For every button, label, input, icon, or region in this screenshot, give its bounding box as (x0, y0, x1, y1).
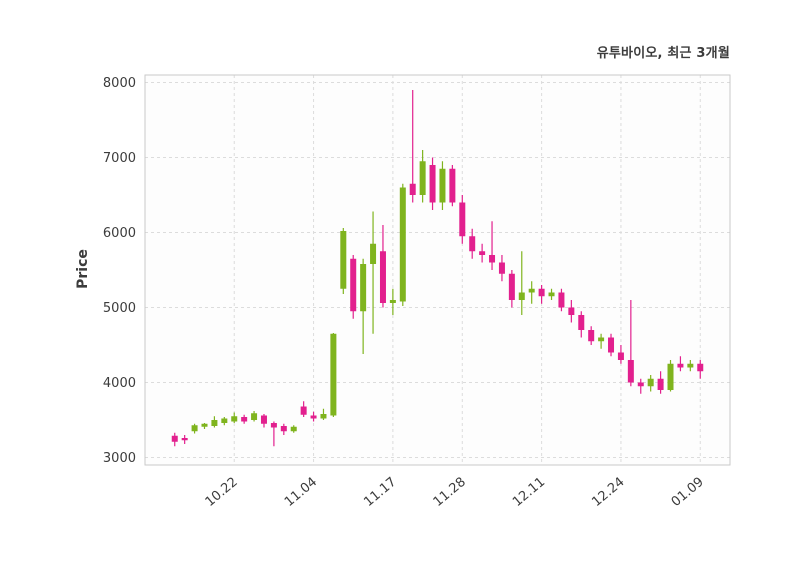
candle-body (399, 187, 406, 302)
candle-body (548, 292, 555, 297)
candle-body (260, 415, 267, 424)
x-tick-label: 12.11 (510, 475, 548, 510)
y-axis-label: Price (74, 249, 91, 289)
candle-body (677, 363, 684, 368)
candle-body (241, 417, 248, 422)
plot-border (144, 74, 731, 466)
candle-body (280, 426, 287, 432)
candle-body (270, 423, 277, 428)
x-tick-label: 11.28 (431, 475, 469, 510)
candle-body (211, 420, 218, 426)
candle-body (330, 333, 337, 416)
candle-body (687, 363, 694, 368)
candle-body (578, 315, 585, 330)
plot-background (145, 75, 730, 465)
candle-body (221, 418, 228, 423)
x-tick-label: 10.22 (203, 475, 241, 510)
candle-body (627, 360, 634, 383)
candle-body (558, 292, 565, 308)
candle-body (231, 416, 238, 422)
candle-body (350, 258, 357, 312)
candle-body (290, 426, 297, 432)
candle-body (538, 288, 545, 297)
candle-body (697, 363, 704, 372)
candle-body (340, 231, 347, 289)
candle-body (409, 183, 416, 195)
candle-body (459, 202, 466, 237)
candle-body (617, 352, 624, 360)
y-tick-label: 4000 (103, 376, 136, 391)
y-tick-label: 5000 (103, 301, 136, 316)
chart-title: 유투바이오, 최근 3개월 (596, 46, 730, 61)
x-tick-label: 11.04 (282, 475, 320, 510)
candle-body (251, 413, 258, 420)
candle-body (489, 255, 496, 263)
candle-body (568, 307, 575, 315)
candle-body (598, 337, 605, 342)
x-tick-label: 01.09 (669, 475, 707, 510)
candle-body (518, 292, 525, 300)
y-tick-label: 8000 (103, 76, 136, 91)
candle-body (379, 251, 386, 303)
candle-body (637, 382, 644, 387)
candle-body (310, 415, 317, 419)
candle-body (360, 264, 367, 312)
candle-body (528, 288, 535, 293)
candle-body (201, 423, 208, 427)
candle-body (667, 363, 674, 390)
candle-body (191, 425, 198, 432)
candle-body (370, 243, 377, 264)
candle-body (479, 251, 486, 255)
candle-body (389, 300, 396, 303)
candle-body (300, 406, 307, 415)
candle-body (657, 378, 664, 390)
candle-body (320, 414, 327, 419)
candle-body (171, 435, 178, 442)
candle-body (429, 165, 436, 203)
candle-body (588, 330, 595, 342)
candle-body (469, 236, 476, 252)
candle-body (647, 378, 654, 387)
candle-body (181, 438, 188, 441)
candle-body (419, 161, 426, 195)
y-tick-label: 3000 (103, 451, 136, 466)
y-tick-label: 7000 (103, 151, 136, 166)
candle-body (608, 337, 615, 353)
x-tick-label: 12.24 (589, 475, 627, 510)
candle-body (498, 262, 505, 274)
candle-body (449, 168, 456, 203)
x-tick-label: 11.17 (361, 475, 399, 510)
candle-body (508, 273, 515, 300)
y-tick-label: 6000 (103, 226, 136, 241)
candle-body (439, 168, 446, 203)
